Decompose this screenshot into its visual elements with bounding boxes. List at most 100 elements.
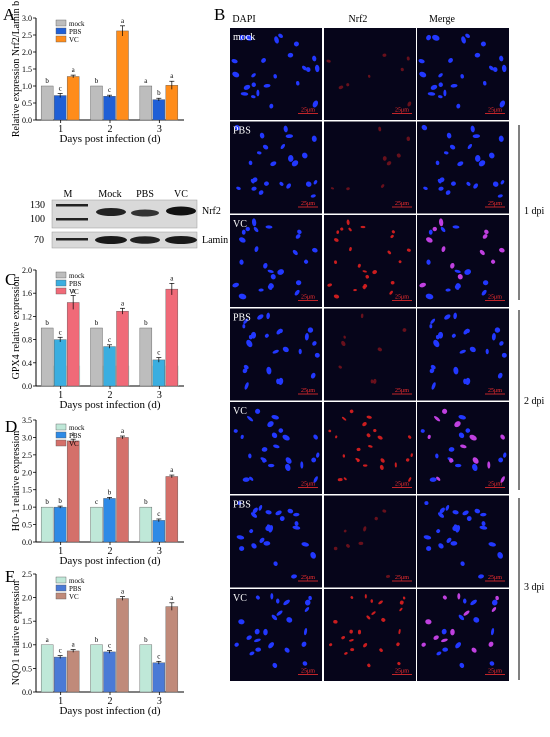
micro-row-label: VC bbox=[233, 593, 247, 604]
micro-nrf2-signal bbox=[408, 477, 412, 482]
micro-nucleus bbox=[261, 447, 268, 452]
chart-c-bar bbox=[53, 339, 67, 387]
micro-scale-label: 25μm bbox=[488, 669, 502, 675]
chart-a-sig-letter: b bbox=[157, 89, 161, 97]
chart-c-legend-swatch bbox=[55, 287, 67, 295]
micro-nrf2-signal bbox=[364, 594, 367, 599]
micro-merge-cell bbox=[438, 218, 444, 227]
micro-merge-cell bbox=[479, 249, 485, 256]
micro-nucleus bbox=[250, 512, 258, 518]
micro-merge-cell bbox=[457, 593, 461, 600]
micro-nucleus bbox=[279, 516, 285, 522]
micro-merge-cell bbox=[423, 186, 428, 190]
chart-d-ytick-label: 1.5 bbox=[22, 486, 32, 495]
micro-nucleus bbox=[255, 408, 261, 414]
chart-e-bar bbox=[53, 656, 67, 693]
micro-nucleus bbox=[310, 372, 316, 379]
micro-nucleus bbox=[314, 352, 320, 358]
group-label-3dpi: 3 dpi bbox=[524, 582, 545, 593]
micro-tile-bg bbox=[230, 495, 322, 588]
micro-nucleus bbox=[251, 543, 257, 549]
micro-nrf2-signal bbox=[390, 280, 395, 285]
chart-e-sig-letter: a bbox=[121, 588, 125, 596]
micro-nucleus bbox=[249, 476, 254, 481]
micro-merge-cell bbox=[432, 34, 440, 41]
micro-nucleus bbox=[295, 280, 302, 286]
micro-merge-cell bbox=[462, 510, 469, 516]
micro-merge-cell bbox=[429, 324, 433, 329]
micro-nrf2-signal bbox=[358, 541, 364, 545]
micro-scale-label: 25μm bbox=[301, 201, 315, 207]
micro-merge-cell bbox=[454, 463, 462, 468]
micro-merge-cell bbox=[469, 434, 477, 441]
micro-nucleus bbox=[314, 64, 320, 73]
chart-a-xtick-label: 2 bbox=[108, 124, 113, 135]
chart-c-bar bbox=[90, 327, 103, 387]
micro-nrf2-signal bbox=[341, 416, 347, 421]
blot-marker-100: 100 bbox=[30, 214, 45, 225]
micro-tile: 25μm bbox=[417, 495, 509, 588]
micro-tile: 25μm bbox=[230, 589, 322, 681]
chart-e-bar bbox=[66, 650, 80, 693]
micro-nucleus bbox=[255, 647, 262, 652]
micro-nucleus bbox=[292, 525, 301, 530]
micro-merge-cell bbox=[484, 229, 489, 235]
micro-nucleus bbox=[268, 642, 275, 649]
micro-nucleus bbox=[272, 662, 278, 668]
micro-nucleus bbox=[270, 161, 277, 167]
micro-nucleus bbox=[238, 293, 247, 300]
micro-merge-cell bbox=[438, 82, 443, 88]
chart-d-bar bbox=[165, 476, 179, 543]
micro-nrf2-signal bbox=[391, 230, 395, 234]
micro-nrf2-signal bbox=[343, 529, 347, 533]
micro-nucleus bbox=[255, 595, 260, 600]
chart-a-bar bbox=[40, 85, 54, 121]
micro-merge-cell bbox=[428, 229, 433, 235]
micro-nrf2-signal bbox=[328, 429, 332, 433]
chart-d-xtick-label: 3 bbox=[157, 546, 162, 557]
chart-a-bar bbox=[90, 85, 103, 121]
micro-nrf2-signal bbox=[399, 600, 404, 605]
micro-nrf2-signal bbox=[366, 433, 371, 438]
micro-nucleus bbox=[278, 377, 284, 386]
micro-merge-cell bbox=[458, 432, 465, 439]
micro-merge-cell bbox=[444, 314, 451, 320]
micro-nrf2-signal bbox=[377, 347, 382, 352]
chart-e-bar bbox=[90, 644, 103, 693]
micro-merge-cell bbox=[445, 288, 451, 292]
micro-nrf2-signal bbox=[406, 248, 411, 252]
micro-merge-cell bbox=[442, 647, 449, 652]
micro-merge-cell bbox=[457, 161, 464, 167]
micro-nucleus bbox=[279, 181, 284, 186]
micro-nucleus bbox=[286, 183, 291, 189]
chart-e-ytick-label: 0.5 bbox=[22, 664, 32, 673]
micro-nucleus bbox=[245, 34, 253, 41]
chart-d-sig-letter: c bbox=[157, 510, 160, 518]
panel-letter-a: A bbox=[3, 5, 16, 24]
chart-d-legend-label: PBS bbox=[69, 432, 82, 440]
chart-e-bar bbox=[139, 644, 153, 693]
chart-d-legend-swatch bbox=[55, 439, 67, 447]
micro-nrf2-signal bbox=[335, 435, 338, 439]
micro-nucleus bbox=[262, 144, 269, 150]
micro-merge-cell bbox=[494, 327, 501, 333]
micro-scale-label: 25μm bbox=[395, 388, 409, 394]
micro-nucleus bbox=[297, 229, 302, 235]
micro-nucleus bbox=[287, 508, 294, 514]
micro-nrf2-signal bbox=[330, 187, 335, 190]
micro-tile-bg bbox=[230, 28, 322, 120]
micro-nrf2-signal bbox=[372, 270, 378, 275]
micro-nucleus bbox=[242, 324, 246, 329]
chart-d-bar bbox=[116, 437, 129, 543]
micro-nucleus bbox=[240, 92, 249, 96]
micro-merge-cell bbox=[452, 225, 460, 229]
micro-merge-cell bbox=[453, 312, 457, 320]
micro-nrf2-signal bbox=[406, 136, 411, 141]
micro-merge-cell bbox=[491, 332, 496, 341]
blot-band-nrf2-mock bbox=[96, 208, 126, 216]
micro-merge-cell bbox=[418, 59, 425, 64]
micro-nrf2-signal bbox=[346, 83, 350, 87]
micro-tile-bg bbox=[324, 215, 416, 307]
micro-nucleus bbox=[251, 218, 257, 227]
